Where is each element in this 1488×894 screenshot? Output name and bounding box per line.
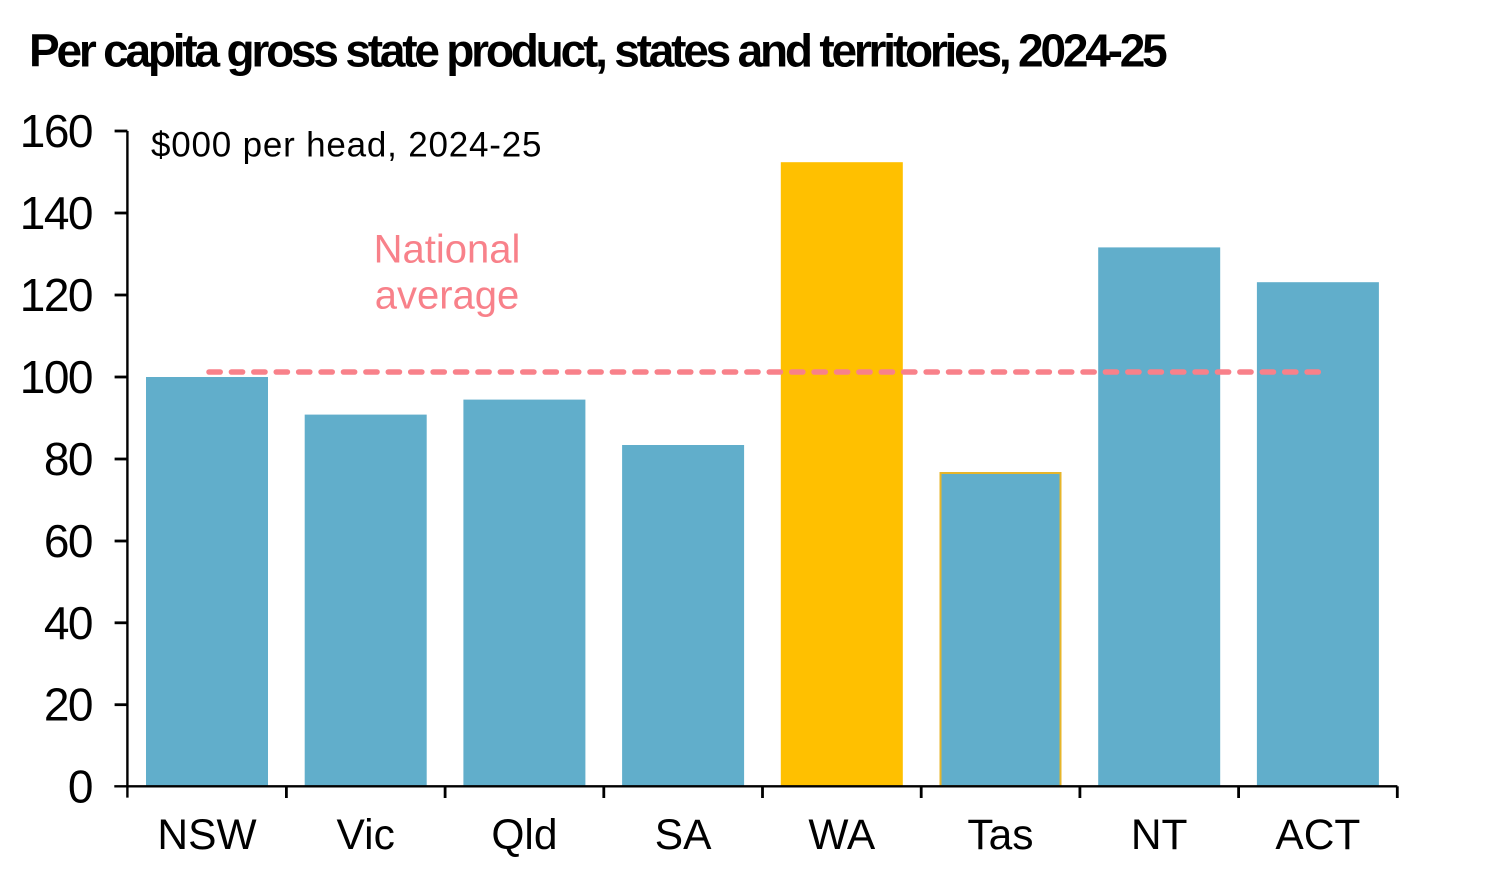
svg-text:140: 140 [20,187,92,239]
svg-text:160: 160 [20,105,92,157]
svg-text:20: 20 [44,679,92,731]
svg-text:40: 40 [44,597,92,649]
svg-text:NT: NT [1131,812,1188,859]
svg-text:ACT: ACT [1275,812,1360,859]
svg-text:NSW: NSW [157,812,256,859]
svg-text:Qld: Qld [491,812,557,859]
svg-text:Tas: Tas [967,812,1033,859]
svg-text:WA: WA [808,812,876,859]
svg-text:80: 80 [44,433,92,485]
svg-text:0: 0 [68,760,92,812]
svg-text:60: 60 [44,515,92,567]
svg-text:Per capita gross state product: Per capita gross state product, states a… [29,24,1167,76]
svg-text:120: 120 [20,269,92,321]
svg-text:average: average [375,273,520,317]
svg-text:100: 100 [20,351,92,403]
svg-text:National: National [374,227,521,271]
svg-text:SA: SA [655,812,712,859]
svg-text:Vic: Vic [337,812,395,859]
svg-text:$000 per head, 2024-25: $000 per head, 2024-25 [151,126,542,165]
